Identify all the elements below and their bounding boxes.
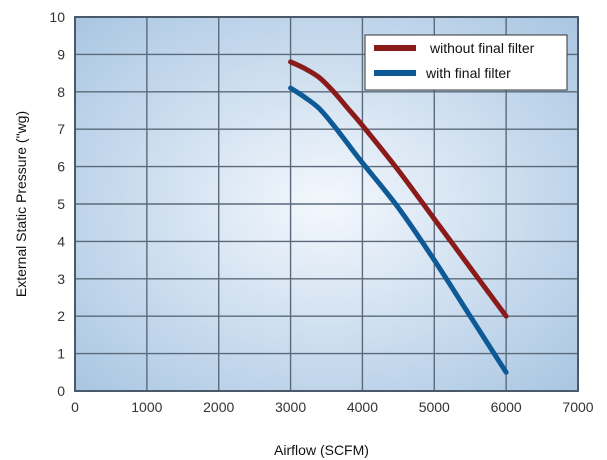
y-tick-label: 2 xyxy=(57,308,65,324)
x-tick-label: 6000 xyxy=(491,399,522,415)
x-axis-label: Airflow (SCFM) xyxy=(274,442,369,458)
x-tick-label: 1000 xyxy=(131,399,162,415)
legend-label-without-final-filter: without final filter xyxy=(429,40,535,56)
y-tick-label: 5 xyxy=(57,196,65,212)
y-tick-label: 6 xyxy=(57,159,65,175)
y-tick-label: 7 xyxy=(57,121,65,137)
x-tick-label: 2000 xyxy=(203,399,234,415)
x-tick-label: 4000 xyxy=(347,399,378,415)
y-tick-label: 4 xyxy=(57,233,65,249)
legend-label-with-final-filter: with final filter xyxy=(425,65,511,81)
y-tick-label: 3 xyxy=(57,271,65,287)
y-tick-label: 9 xyxy=(57,46,65,62)
series-line-with-final-filter xyxy=(288,85,509,375)
legend: without final filter with final filter xyxy=(364,34,568,91)
tick-labels: 0 1000 2000 3000 4000 5000 6000 7000 0 1 2 3 4 5 6 7 8 9 1… xyxy=(49,9,593,415)
x-tick-label: 0 xyxy=(71,399,79,415)
series-layer xyxy=(288,59,509,375)
y-tick-label: 1 xyxy=(57,346,65,362)
y-tick-label: 8 xyxy=(57,84,65,100)
y-tick-label: 10 xyxy=(49,9,65,25)
y-axis-label: External Static Pressure ("wg) xyxy=(13,111,29,297)
series-line-without-final-filter xyxy=(288,59,509,319)
plot-frame xyxy=(74,16,579,392)
x-tick-label: 7000 xyxy=(562,399,593,415)
legend-box xyxy=(364,34,568,91)
x-tick-label: 3000 xyxy=(275,399,306,415)
y-tick-label: 0 xyxy=(57,383,65,399)
x-tick-label: 5000 xyxy=(419,399,450,415)
